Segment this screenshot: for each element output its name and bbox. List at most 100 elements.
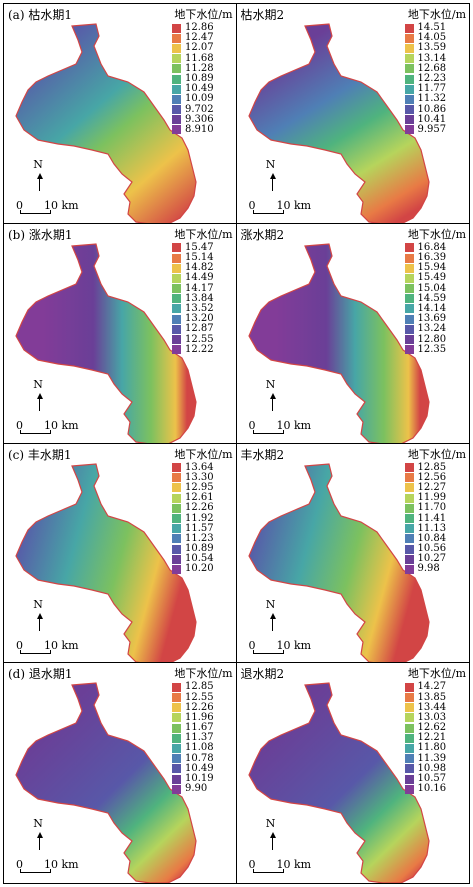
legend-value: 10.54 (185, 553, 214, 565)
legend-value: 10.56 (417, 543, 447, 555)
legend-item: 12.47 (172, 33, 214, 43)
legend-value: 10.16 (417, 783, 447, 795)
scale-zero-label: 0 (16, 418, 23, 432)
north-arrow-shaft (39, 617, 40, 631)
scale-bar: 0 10 km (249, 858, 339, 878)
north-label: N (265, 817, 276, 831)
legend-swatch (172, 23, 181, 33)
north-arrow-head-icon (269, 612, 276, 619)
scale-tick (252, 869, 254, 874)
legend-item: 14.51 (404, 23, 446, 33)
legend-swatch (172, 54, 181, 64)
legend-value: 10.19 (185, 773, 214, 785)
legend-value: 11.08 (185, 742, 214, 754)
legend-value: 12.87 (185, 323, 214, 335)
legend-swatch (172, 743, 181, 753)
scale-tick (50, 210, 51, 214)
legend-value: 11.67 (185, 722, 214, 734)
legend-item: 15.47 (172, 242, 214, 253)
legend-swatch (404, 84, 414, 94)
scale-bar: 0 10 km (249, 199, 339, 219)
scale-zero-label: 0 (16, 858, 23, 872)
legend-value: 13.24 (417, 323, 447, 335)
legend-item: 11.99 (404, 493, 446, 503)
legend-item: 11.39 (404, 753, 446, 764)
legend-swatch (172, 43, 181, 53)
scale-line (252, 652, 283, 654)
scale-distance-label: 10 km (276, 858, 312, 872)
legend-item: 11.08 (172, 743, 214, 753)
north-label: N (33, 817, 43, 831)
legend-item: 12.26 (172, 702, 214, 713)
legend-swatch (404, 335, 414, 345)
study-area-shape (15, 462, 197, 663)
scale-tick (252, 649, 254, 654)
legend-swatch (404, 324, 414, 334)
legend-item: 11.28 (172, 63, 214, 74)
legend-item: 12.95 (172, 482, 214, 493)
legend-value: 13.69 (417, 313, 447, 325)
legend-item: 13.52 (172, 303, 214, 314)
legend-value: 11.80 (417, 742, 447, 754)
legend-value: 11.68 (185, 52, 214, 64)
legend-swatch (172, 733, 181, 743)
legend-value: 10.57 (417, 773, 447, 785)
legend-item: 12.85 (172, 682, 214, 692)
legend-value: 10.49 (185, 83, 214, 95)
legend-value: 10.89 (185, 73, 214, 85)
north-arrow: N (261, 159, 281, 191)
legend-value: 10.89 (185, 543, 214, 555)
legend-value: 9.98 (417, 563, 440, 575)
legend-item: 8.910 (172, 124, 214, 135)
legend-swatch (172, 284, 181, 294)
legend-value: 14.59 (417, 292, 447, 304)
legend-swatch (172, 723, 181, 733)
legend-value: 12.26 (185, 502, 214, 514)
legend-swatch (404, 784, 414, 794)
scale-tick (20, 210, 21, 214)
legend-swatch (404, 483, 414, 493)
legend-swatch (404, 253, 414, 263)
north-arrow-shaft (39, 178, 40, 191)
legend-title: 地下水位/m (174, 8, 233, 21)
north-arrow-head-icon (37, 612, 43, 619)
legend-swatch (404, 774, 414, 784)
color-legend: 12.85 12.56 12.27 11.99 11.70 11.41 11.13 10.84… (404, 461, 447, 575)
north-arrow: N (28, 817, 48, 851)
legend-item: 10.98 (404, 763, 446, 774)
legend-value: 11.92 (185, 512, 214, 524)
legend-swatch (404, 115, 414, 125)
legend-swatch (172, 463, 181, 473)
legend-swatch (172, 514, 181, 524)
groundwater-map (15, 243, 197, 443)
legend-swatch (404, 723, 414, 733)
legend-value: 12.85 (417, 461, 447, 473)
legend-item: 13.69 (404, 313, 447, 325)
legend-swatch (172, 473, 181, 483)
legend-swatch (172, 524, 181, 534)
legend-item: 11.37 (172, 733, 214, 743)
legend-item: 14.49 (172, 273, 214, 283)
study-area-shape (247, 682, 430, 883)
legend-value: 11.77 (417, 83, 447, 95)
legend-item: 15.04 (404, 283, 446, 294)
color-legend: 14.27 13.85 13.44 13.03 12.62 12.21 11.80 11.39… (404, 682, 447, 795)
legend-swatch (404, 682, 414, 692)
legend-swatch (172, 493, 181, 503)
scale-bar: 0 10 km (16, 199, 106, 219)
legend-item: 12.55 (172, 334, 214, 345)
scale-line (252, 213, 283, 214)
legend-item: 11.70 (404, 503, 446, 513)
scale-tick (20, 429, 21, 434)
legend-value: 10.27 (417, 553, 447, 565)
north-label: N (33, 597, 43, 611)
legend-swatch (172, 345, 181, 355)
legend-swatch (172, 94, 181, 104)
legend-swatch (404, 544, 414, 554)
legend-value: 12.23 (417, 73, 447, 85)
legend-item: 9.306 (172, 114, 214, 125)
legend-swatch (172, 324, 181, 334)
legend-swatch (172, 483, 181, 493)
legend-value: 14.14 (417, 302, 447, 314)
color-legend: 16.84 16.39 15.94 15.49 15.04 14.59 14.14 13.69… (404, 242, 447, 355)
